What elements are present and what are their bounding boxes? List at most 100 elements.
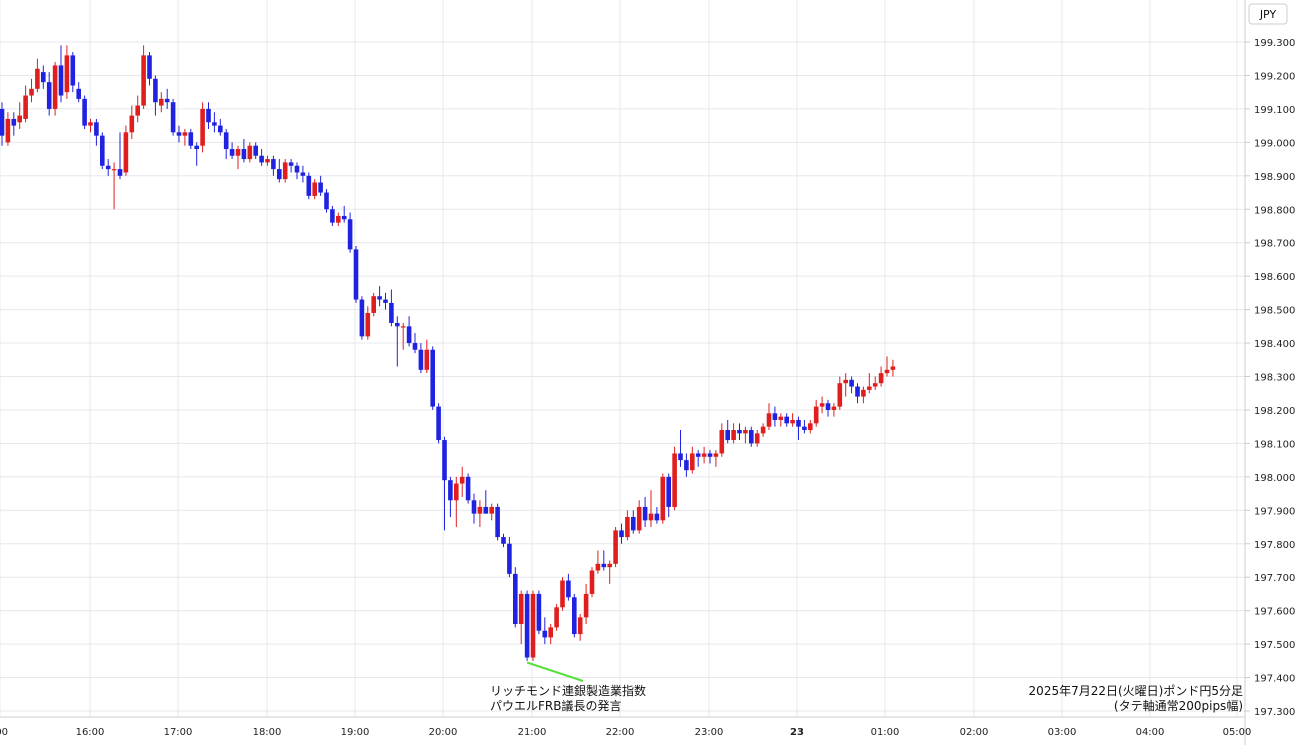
candle-body: [424, 349, 430, 370]
time-tick-label: 22:00: [606, 727, 635, 738]
candle: [147, 52, 152, 86]
candle: [111, 162, 117, 210]
candle: [330, 205, 335, 226]
candle-body: [831, 406, 837, 410]
candle-body: [459, 476, 465, 484]
candle: [884, 356, 890, 377]
candle-body: [636, 506, 642, 531]
candle-body: [790, 419, 795, 424]
candle: [636, 500, 642, 534]
candle-body: [218, 125, 223, 133]
candle: [259, 149, 264, 166]
candle-body: [448, 480, 453, 501]
candle-body: [100, 135, 105, 166]
candle: [760, 423, 766, 437]
candle: [135, 95, 140, 123]
candle: [241, 139, 247, 163]
currency-badge-box[interactable]: [1248, 3, 1288, 25]
candle-body: [808, 423, 813, 431]
candle-body: [524, 593, 530, 658]
candle: [672, 446, 677, 511]
candle-body: [613, 530, 618, 564]
candle-body: [855, 386, 860, 397]
candle-body: [324, 192, 329, 210]
candle: [524, 590, 530, 661]
candle-body: [754, 433, 760, 444]
candle-body: [412, 343, 418, 350]
candle: [0, 102, 5, 146]
candle: [660, 473, 666, 524]
currency-label[interactable]: JPY: [1259, 8, 1277, 21]
candle: [430, 346, 435, 410]
candle: [825, 399, 831, 417]
candle-body: [796, 419, 801, 427]
candle: [867, 373, 872, 394]
candle: [212, 112, 217, 133]
time-tick-label: 23: [790, 727, 804, 738]
candle: [17, 102, 22, 129]
time-tick-label: 04:00: [1136, 727, 1165, 738]
candle: [389, 289, 394, 327]
candle-body: [41, 72, 46, 83]
candle: [518, 590, 524, 645]
candle-body: [341, 215, 347, 220]
candle: [595, 550, 601, 574]
time-tick-label: :00: [0, 727, 8, 738]
candle: [406, 316, 412, 347]
candle: [100, 132, 105, 170]
candle: [701, 446, 707, 464]
candle: [412, 333, 418, 354]
candle-body: [778, 416, 784, 420]
candle: [542, 617, 548, 645]
candle-body: [572, 597, 577, 635]
candle: [182, 128, 188, 146]
price-tick-label: 197.300: [1254, 707, 1295, 718]
candle: [46, 72, 52, 116]
candle-body: [548, 627, 553, 638]
candle: [29, 78, 34, 103]
time-tick-label: 02:00: [960, 727, 989, 738]
candle: [459, 466, 465, 497]
price-axis[interactable]: 199.300 199.200 199.100 199.000 198.900 198.8…: [1245, 38, 1295, 718]
candles-layer: [0, 45, 896, 661]
candle-body: [318, 182, 323, 193]
candle-body: [35, 68, 40, 89]
candle-body: [353, 249, 359, 300]
candle: [400, 322, 406, 350]
candle-body: [82, 98, 87, 126]
time-tick-label: 01:00: [871, 727, 900, 738]
chart-info-line-2: (タテ軸通常200pips幅): [1114, 698, 1243, 713]
candle-body: [489, 506, 494, 514]
candle-body: [11, 118, 17, 126]
candle-body: [784, 416, 789, 424]
grid-lines: [0, 0, 1245, 717]
candle-body: [536, 593, 542, 631]
candle: [129, 105, 135, 140]
candle-body: [495, 506, 500, 538]
price-tick-label: 197.900: [1254, 506, 1295, 517]
candle: [808, 419, 813, 434]
candle-body: [725, 430, 730, 441]
candle-body: [542, 630, 548, 638]
candle: [572, 593, 577, 638]
candle: [754, 430, 760, 447]
candle-body: [607, 563, 612, 568]
candle: [218, 118, 223, 136]
currency-badge[interactable]: JPY: [1248, 3, 1288, 25]
candle-body: [648, 513, 654, 521]
candle-body: [223, 132, 229, 150]
candle: [766, 403, 772, 431]
candle-body: [111, 169, 117, 171]
candle: [654, 506, 660, 524]
candle-body: [719, 430, 725, 454]
candle: [306, 172, 312, 200]
candle: [105, 159, 111, 176]
candle-body: [802, 426, 807, 431]
candle-body: [277, 169, 282, 180]
time-axis[interactable]: :00 16:00 17:00 18:00 19:00 20:00 21:00 22:00 23…: [0, 727, 1251, 738]
candle-body: [595, 563, 601, 571]
candle: [477, 500, 483, 528]
candle: [731, 423, 736, 444]
price-tick-label: 198.700: [1254, 239, 1295, 250]
candle: [206, 102, 211, 129]
